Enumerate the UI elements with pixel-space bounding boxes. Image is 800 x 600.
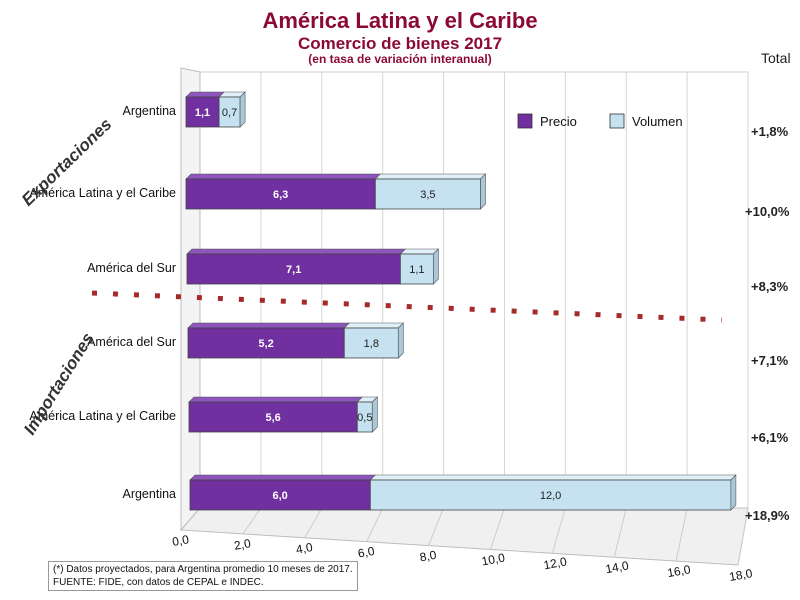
- total-header: Total: [761, 50, 791, 66]
- gridline-floor: [613, 507, 627, 558]
- total-value: +6,1%: [751, 430, 789, 445]
- total-value: +7,1%: [751, 353, 789, 368]
- footnote-line-2: FUENTE: FIDE, con datos de CEPAL e INDEC…: [53, 577, 264, 588]
- group-divider: [91, 290, 723, 323]
- bar-precio-top: [186, 248, 407, 255]
- gridline-floor: [366, 507, 384, 542]
- plot-floor: [179, 507, 749, 566]
- total-value: +8,3%: [751, 279, 789, 294]
- footnote: (*) Datos proyectados, para Argentina pr…: [48, 561, 358, 591]
- footnote-line-1: (*) Datos proyectados, para Argentina pr…: [53, 564, 353, 575]
- bar-precio-top: [189, 474, 377, 481]
- x-tick-label: 2,0: [233, 536, 252, 553]
- x-tick-label: 18,0: [728, 566, 754, 584]
- bar-volumen-top: [374, 173, 487, 180]
- bar-label-precio: 6,3: [273, 189, 288, 201]
- category-label: América del Sur: [87, 335, 176, 349]
- gridline-floor: [242, 507, 262, 535]
- bar-label-precio: 7,1: [286, 264, 301, 276]
- x-tick-label: 16,0: [666, 562, 692, 580]
- legend-swatch-precio: [517, 113, 533, 129]
- legend-swatch-volumen: [609, 113, 625, 129]
- category-label: Argentina: [122, 104, 176, 118]
- gridline-floor: [304, 507, 323, 539]
- bar-precio: [185, 96, 220, 128]
- category-label: América del Sur: [87, 261, 176, 275]
- category-label: América Latina y el Caribe: [29, 409, 176, 423]
- bar-label-volumen: 1,1: [409, 264, 424, 276]
- bar-label-volumen: 1,8: [364, 338, 379, 350]
- gridline-floor: [489, 507, 505, 550]
- bar-volumen: [374, 178, 481, 210]
- total-value: +10,0%: [745, 204, 790, 219]
- bar-precio: [185, 178, 376, 210]
- gridline-floor: [428, 507, 445, 546]
- bar-label-precio: 6,0: [273, 490, 288, 502]
- bar-precio-top: [185, 173, 382, 180]
- legend-label-volumen: Volumen: [632, 114, 683, 129]
- bar-volumen-top: [399, 248, 440, 255]
- x-tick-label: 0,0: [171, 532, 190, 549]
- bar-volumen: [343, 327, 399, 359]
- bar-volumen: [369, 479, 732, 511]
- legend-label-precio: Precio: [540, 114, 577, 129]
- bar-precio: [186, 253, 401, 285]
- bar-volumen: [399, 253, 434, 285]
- bar-end-cap: [480, 173, 486, 210]
- bar-label-volumen: 0,5: [357, 412, 372, 424]
- x-tick-label: 10,0: [481, 550, 507, 568]
- bar-end-cap: [730, 474, 737, 511]
- bar-precio-top: [185, 91, 225, 98]
- bar-end-cap: [433, 248, 439, 285]
- total-value: +18,9%: [745, 508, 790, 523]
- bar-label-precio: 5,6: [265, 412, 280, 424]
- x-tick-label: 4,0: [295, 540, 314, 557]
- plot-back-wall: [199, 71, 749, 509]
- bar-label-precio: 1,1: [195, 107, 210, 119]
- chart-subtitle: Comercio de bienes 2017: [297, 34, 503, 53]
- bar-volumen-top: [343, 322, 405, 329]
- bar-end-cap: [398, 322, 404, 359]
- x-tick-label: 6,0: [357, 544, 376, 561]
- category-label: Argentina: [122, 487, 176, 501]
- category-label: América Latina y el Caribe: [29, 186, 176, 200]
- total-value: +1,8%: [751, 124, 789, 139]
- bar-label-volumen: 0,7: [222, 107, 237, 119]
- x-tick-label: 12,0: [542, 554, 568, 572]
- gridline-floor: [737, 507, 749, 566]
- bar-end-cap: [372, 396, 378, 433]
- bar-precio: [189, 479, 371, 511]
- gridline-floor: [675, 507, 688, 562]
- bar-label-volumen: 12,0: [540, 490, 561, 502]
- x-tick-label: 8,0: [419, 548, 438, 565]
- bar-label-precio: 5,2: [258, 338, 273, 350]
- bar-volumen-top: [369, 474, 737, 481]
- bar-precio: [187, 327, 345, 359]
- bar-end-cap: [239, 91, 246, 128]
- chart-title: América Latina y el Caribe: [262, 8, 538, 33]
- bar-label-volumen: 3,5: [420, 189, 435, 201]
- bar-precio-top: [188, 396, 364, 403]
- bar-precio-top: [187, 322, 350, 329]
- x-tick-label: 14,0: [604, 558, 630, 576]
- gridline-floor: [551, 507, 566, 554]
- chart-subtitle-units: (en tasa de variación interanual): [308, 52, 492, 66]
